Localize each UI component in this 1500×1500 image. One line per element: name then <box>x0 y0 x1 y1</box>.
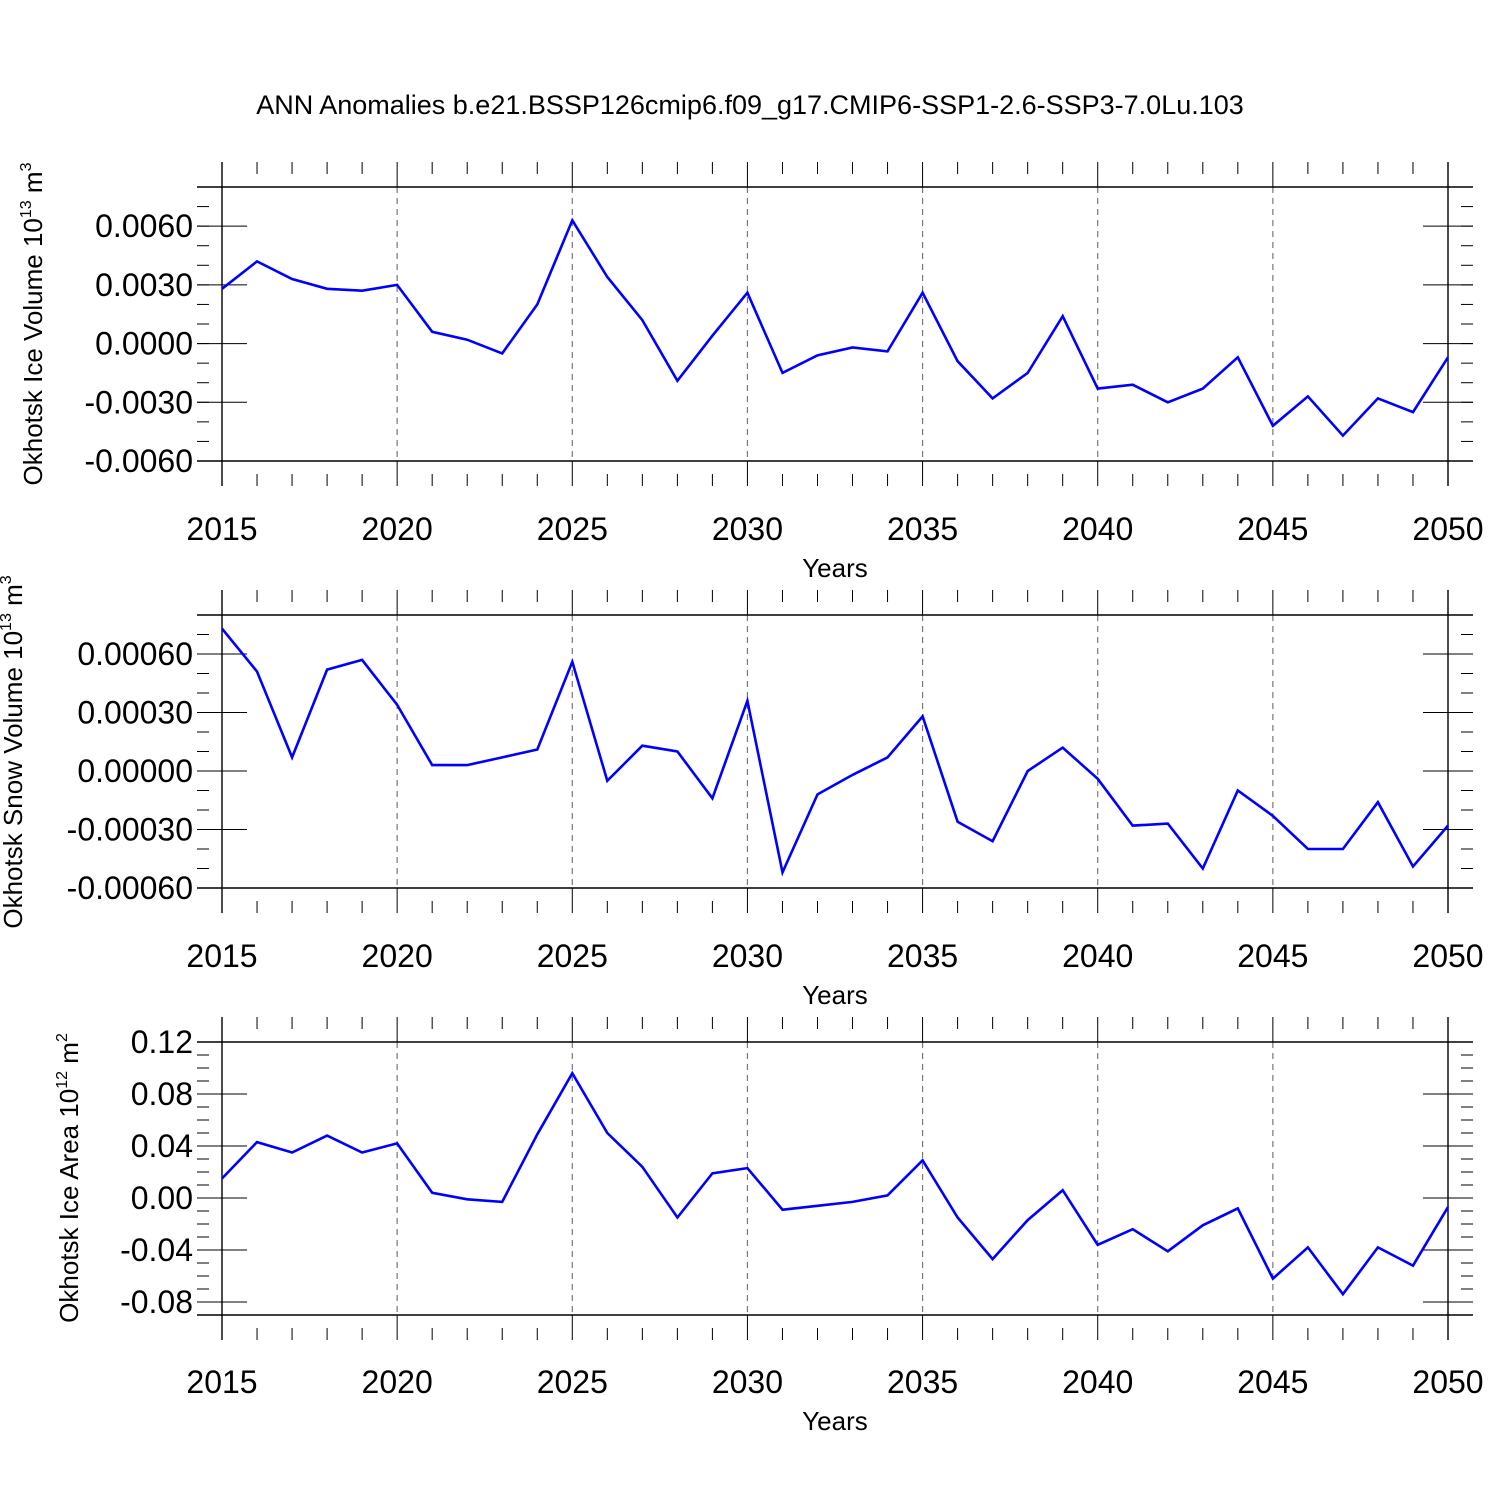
panel-3: 0.12 0.08 0.04 0.00 -0.04 -0.08 2015 2020 2025 20… <box>54 1017 1484 1436</box>
x-tick-label: 2025 <box>537 1364 608 1400</box>
y-axis-title: Okhotsk Ice Volume 1013 m3 <box>18 162 48 485</box>
y-axis-title-unit: m <box>18 171 48 200</box>
y-tick-label: 0.12 <box>131 1024 193 1060</box>
series-line <box>220 627 1449 877</box>
y-axis-title: Okhotsk Ice Area 1012 m2 <box>54 1033 84 1323</box>
x-tick-label: 2020 <box>362 938 433 974</box>
x-tick-label: 2035 <box>887 938 958 974</box>
y-tick-label: 0.00060 <box>77 636 193 672</box>
x-tick-label: 2030 <box>712 511 783 547</box>
y-tick-label: 0.08 <box>131 1076 193 1112</box>
y-axis-title: Okhotsk Snow Volume 1013 m3 <box>0 575 28 928</box>
x-tick-label: 2015 <box>186 1364 257 1400</box>
y-tick-label: 0.00 <box>131 1180 193 1216</box>
x-tick-label: 2025 <box>537 938 608 974</box>
y-axis-title-unit: m <box>54 1042 84 1071</box>
x-tick-label: 2025 <box>537 511 608 547</box>
y-axis-title-text: Okhotsk Ice Volume 10 <box>18 218 48 485</box>
x-tick-label: 2015 <box>186 938 257 974</box>
y-tick-label: 0.0060 <box>95 208 193 244</box>
y-tick-label: -0.00060 <box>67 870 193 906</box>
chart-title: ANN Anomalies b.e21.BSSP126cmip6.f09_g17… <box>256 90 1244 120</box>
y-axis-title-unit-exponent: 3 <box>0 575 15 584</box>
x-axis-title: Years <box>802 1406 868 1436</box>
y-axis-title-text: Okhotsk Ice Area 10 <box>54 1089 84 1323</box>
x-axis-title: Years <box>802 980 868 1010</box>
y-axis-title-unit-exponent: 2 <box>54 1033 71 1042</box>
y-tick-label: -0.00030 <box>67 812 193 848</box>
x-tick-label: 2045 <box>1237 938 1308 974</box>
x-tick-label: 2040 <box>1062 938 1133 974</box>
x-axis-title: Years <box>802 553 868 583</box>
x-tick-label: 2045 <box>1237 511 1308 547</box>
panel-1: 0.0060 0.0030 0.0000 -0.0030 -0.0060 2015 2020… <box>18 162 1484 583</box>
y-axis-title-exponent: 12 <box>54 1071 71 1089</box>
y-tick-label: 0.0030 <box>95 267 193 303</box>
y-tick-label: 0.04 <box>131 1128 193 1164</box>
y-tick-label: 0.00000 <box>77 753 193 789</box>
x-tick-label: 2030 <box>712 938 783 974</box>
y-axis-title-unit-exponent: 3 <box>18 162 35 171</box>
y-tick-label: -0.08 <box>120 1284 193 1320</box>
x-tick-label: 2035 <box>887 1364 958 1400</box>
y-tick-label: 0.0000 <box>95 326 193 362</box>
y-axis-title-exponent: 13 <box>18 200 35 218</box>
y-tick-label: -0.04 <box>120 1232 193 1268</box>
x-tick-label: 2050 <box>1412 1364 1483 1400</box>
y-axis-title-exponent: 13 <box>0 613 15 631</box>
y-axis-title-unit: m <box>0 584 28 613</box>
series-line <box>221 1070 1450 1297</box>
series-line <box>221 217 1450 438</box>
x-tick-label: 2040 <box>1062 511 1133 547</box>
y-tick-label: -0.0060 <box>84 443 193 479</box>
y-tick-label: -0.0030 <box>84 384 193 420</box>
y-axis-title-text: Okhotsk Snow Volume 10 <box>0 631 28 929</box>
x-tick-label: 2015 <box>186 511 257 547</box>
x-tick-label: 2020 <box>362 1364 433 1400</box>
x-tick-label: 2030 <box>712 1364 783 1400</box>
x-tick-label: 2045 <box>1237 1364 1308 1400</box>
x-tick-label: 2050 <box>1412 511 1483 547</box>
x-tick-label: 2050 <box>1412 938 1483 974</box>
y-tick-label: 0.00030 <box>77 695 193 731</box>
x-tick-label: 2020 <box>362 511 433 547</box>
panel-2: 0.00060 0.00030 0.00000 -0.00030 -0.00060 201… <box>0 575 1484 1010</box>
x-tick-label: 2040 <box>1062 1364 1133 1400</box>
x-tick-label: 2035 <box>887 511 958 547</box>
